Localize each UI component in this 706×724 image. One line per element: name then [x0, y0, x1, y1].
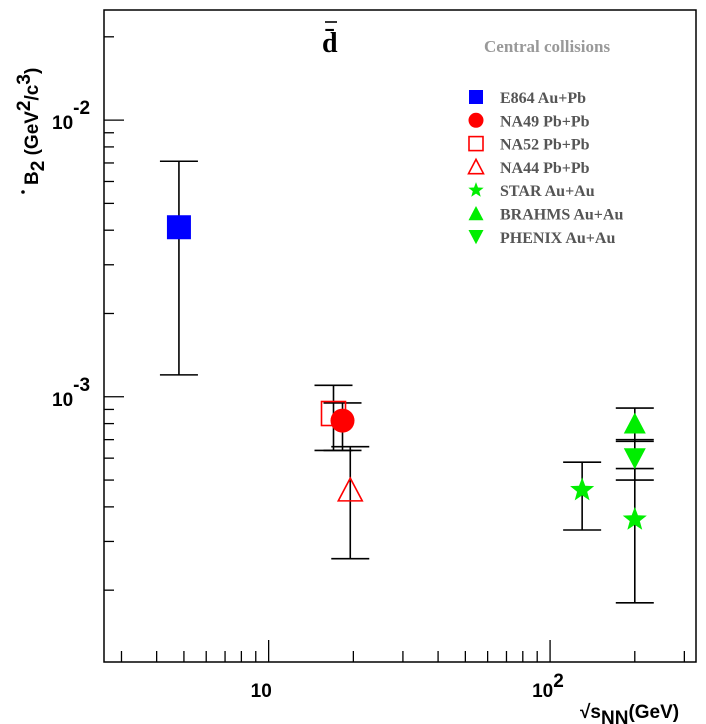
data-point: [336, 476, 364, 502]
legend-marker: [468, 112, 484, 128]
data-point: [623, 412, 646, 434]
y-tick-label: 10-3: [52, 375, 90, 411]
y-axis-title-dot: [21, 190, 25, 194]
x-axis-title-text: √sNN(GeV): [580, 702, 679, 724]
x-tick-label: 10: [251, 681, 272, 702]
legend-entry-label: STAR Au+Au: [500, 183, 595, 200]
legend-marker: [468, 230, 484, 245]
data-point: [320, 400, 347, 427]
data-point: [623, 448, 646, 470]
legend-entry-label: NA44 Pb+Pb: [500, 160, 590, 177]
legend-header: Central collisions: [484, 37, 610, 56]
y-axis-title: B2 (GeV2/c3): [14, 68, 49, 194]
y-axis-title-rot: B2 (GeV2/c3): [14, 68, 49, 194]
legend-marker: [468, 135, 484, 152]
legend-marker: [468, 206, 484, 221]
legend: E864 Au+Pb NA49 Pb+Pb NA52 Pb+Pb NA44 Pb+Pb…: [467, 90, 623, 247]
legend-entry-label: BRAHMS Au+Au: [500, 207, 623, 224]
data-point: [166, 215, 191, 240]
legend-marker: [468, 182, 484, 197]
y-tick-label: 10-2: [52, 98, 90, 134]
x-axis-title: √sNN(GeV): [580, 702, 679, 724]
axes-group: 10 102 10-3 10-2: [52, 36, 686, 702]
errorbars-group: [159, 160, 654, 604]
legend-entry-label: NA52 Pb+Pb: [500, 137, 590, 154]
legend-entry-label: NA49 Pb+Pb: [500, 113, 590, 130]
chart-title: d̄: [322, 28, 338, 59]
x-tick-label: 102: [532, 671, 564, 702]
plot-frame: [103, 9, 697, 663]
markers-group: [166, 215, 647, 530]
y-axis-title-text: B2 (GeV2/c3): [14, 68, 49, 185]
legend-marker: [469, 90, 483, 104]
legend-entry-label: E864 Au+Pb: [500, 90, 586, 107]
data-point: [622, 506, 647, 530]
legend-entry-label: PHENIX Au+Au: [500, 230, 615, 247]
data-point: [570, 477, 595, 501]
legend-marker: [467, 157, 485, 175]
data-point: [330, 408, 355, 433]
